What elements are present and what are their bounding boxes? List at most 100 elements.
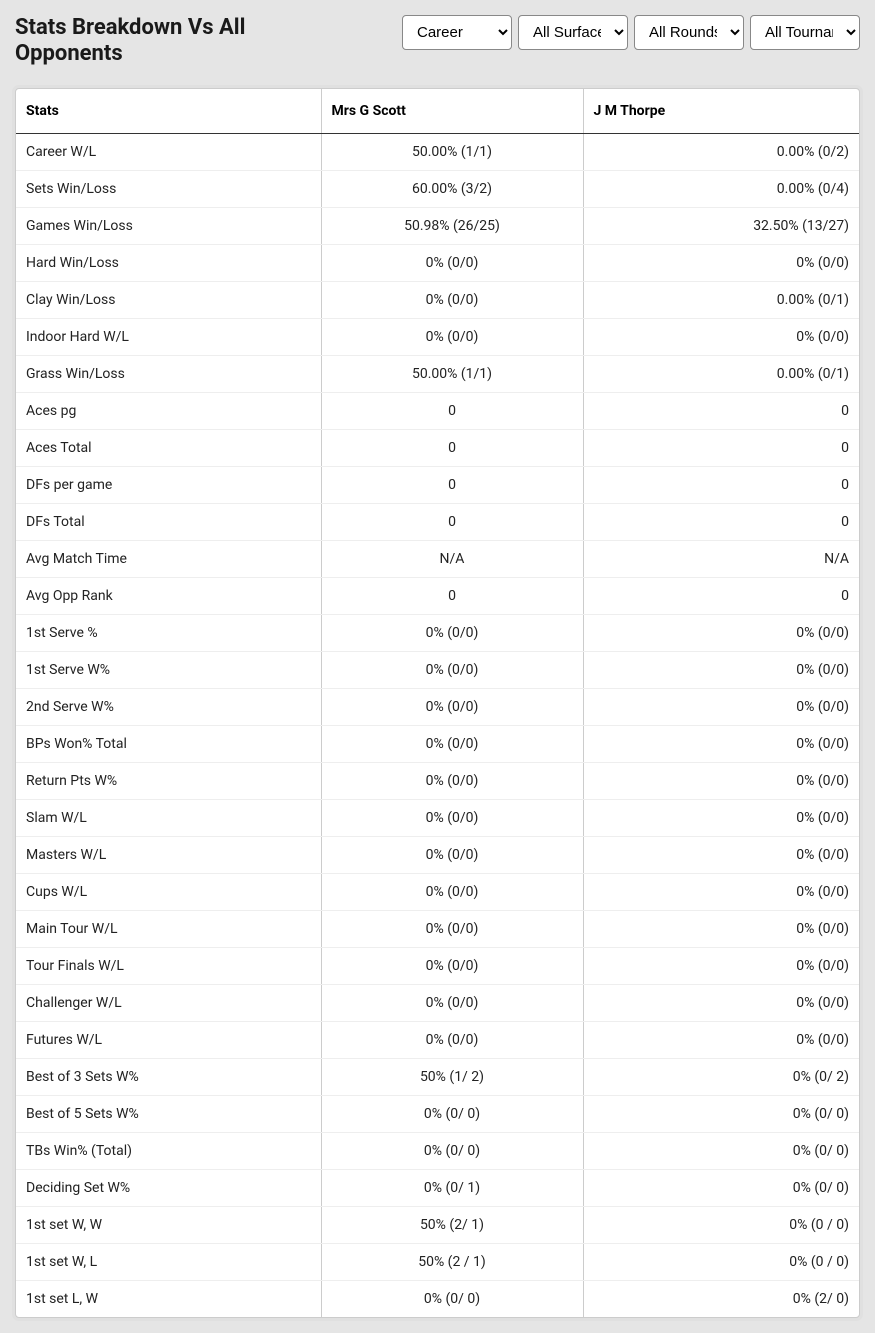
stat-value: 0% (0/0) xyxy=(321,762,583,799)
table-row: Cups W/L0% (0/0)0% (0/0) xyxy=(16,873,859,910)
filter-tournament[interactable]: All Tournaments xyxy=(750,15,860,50)
stat-value: 0% (0/ 0) xyxy=(583,1169,859,1206)
stat-value: 50.98% (26/25) xyxy=(321,207,583,244)
stat-value: 0% (0/ 0) xyxy=(583,1132,859,1169)
table-row: 1st Serve W%0% (0/0)0% (0/0) xyxy=(16,651,859,688)
stat-value: 50.00% (1/1) xyxy=(321,355,583,392)
table-row: Aces Total00 xyxy=(16,429,859,466)
stat-label: Challenger W/L xyxy=(16,984,321,1021)
table-row: Tour Finals W/L0% (0/0)0% (0/0) xyxy=(16,947,859,984)
stat-value: 0% (0/ 1) xyxy=(321,1169,583,1206)
stat-value: 0% (0/0) xyxy=(583,762,859,799)
stat-label: Best of 3 Sets W% xyxy=(16,1058,321,1095)
table-row: Deciding Set W%0% (0/ 1)0% (0/ 0) xyxy=(16,1169,859,1206)
table-row: 1st set W, L50% (2 / 1)0% (0 / 0) xyxy=(16,1243,859,1280)
table-row: Main Tour W/L0% (0/0)0% (0/0) xyxy=(16,910,859,947)
stat-label: Avg Opp Rank xyxy=(16,577,321,614)
stat-value: 0% (0/0) xyxy=(321,725,583,762)
stat-value: N/A xyxy=(583,540,859,577)
stat-value: 0% (0/0) xyxy=(583,725,859,762)
table-row: Clay Win/Loss0% (0/0)0.00% (0/1) xyxy=(16,281,859,318)
stat-label: Aces Total xyxy=(16,429,321,466)
stat-value: 0% (0/0) xyxy=(583,836,859,873)
stat-value: 0 xyxy=(583,466,859,503)
stat-value: 0% (0/ 0) xyxy=(321,1280,583,1317)
stat-value: 0% (0/0) xyxy=(321,873,583,910)
stat-label: Best of 5 Sets W% xyxy=(16,1095,321,1132)
table-row: 2nd Serve W%0% (0/0)0% (0/0) xyxy=(16,688,859,725)
table-row: Grass Win/Loss50.00% (1/1)0.00% (0/1) xyxy=(16,355,859,392)
table-row: Aces pg00 xyxy=(16,392,859,429)
stat-label: Grass Win/Loss xyxy=(16,355,321,392)
stat-value: 0% (0/0) xyxy=(321,836,583,873)
table-row: Hard Win/Loss0% (0/0)0% (0/0) xyxy=(16,244,859,281)
table-row: DFs per game00 xyxy=(16,466,859,503)
table-row: Indoor Hard W/L0% (0/0)0% (0/0) xyxy=(16,318,859,355)
table-row: DFs Total00 xyxy=(16,503,859,540)
column-header-stats: Stats xyxy=(16,89,321,134)
stat-value: 0 xyxy=(321,577,583,614)
stat-label: Cups W/L xyxy=(16,873,321,910)
stat-label: DFs per game xyxy=(16,466,321,503)
column-header-player2: J M Thorpe xyxy=(583,89,859,134)
filter-rounds[interactable]: All Rounds xyxy=(634,15,744,50)
stat-label: 1st Serve W% xyxy=(16,651,321,688)
stat-value: 0 xyxy=(583,429,859,466)
table-row: Futures W/L0% (0/0)0% (0/0) xyxy=(16,1021,859,1058)
stat-value: 0% (0/ 0) xyxy=(583,1095,859,1132)
filter-career[interactable]: Career xyxy=(402,15,512,50)
stat-label: DFs Total xyxy=(16,503,321,540)
table-row: Games Win/Loss50.98% (26/25)32.50% (13/2… xyxy=(16,207,859,244)
stat-value: 0% (0/0) xyxy=(583,651,859,688)
table-row: Best of 3 Sets W%50% (1/ 2)0% (0/ 2) xyxy=(16,1058,859,1095)
stat-label: Career W/L xyxy=(16,133,321,170)
stat-value: 0% (0/ 0) xyxy=(321,1095,583,1132)
stats-table: Stats Mrs G Scott J M Thorpe Career W/L5… xyxy=(16,89,859,1317)
stat-value: 0% (0/0) xyxy=(321,614,583,651)
table-row: Best of 5 Sets W%0% (0/ 0)0% (0/ 0) xyxy=(16,1095,859,1132)
stat-value: 0% (0/0) xyxy=(321,688,583,725)
stat-value: 0 xyxy=(321,466,583,503)
stat-value: 0% (0/0) xyxy=(321,244,583,281)
stat-label: Tour Finals W/L xyxy=(16,947,321,984)
stat-label: Futures W/L xyxy=(16,1021,321,1058)
table-row: 1st set W, W50% (2/ 1)0% (0 / 0) xyxy=(16,1206,859,1243)
stat-label: Masters W/L xyxy=(16,836,321,873)
page-title: Stats Breakdown Vs All Opponents xyxy=(15,15,315,68)
stat-value: 0 xyxy=(321,392,583,429)
stat-value: 0% (0/0) xyxy=(583,614,859,651)
table-row: Career W/L50.00% (1/1)0.00% (0/2) xyxy=(16,133,859,170)
table-header-row: Stats Mrs G Scott J M Thorpe xyxy=(16,89,859,134)
filter-surface[interactable]: All Surfaces xyxy=(518,15,628,50)
stat-value: 0% (0/0) xyxy=(321,799,583,836)
stats-table-wrapper: Stats Mrs G Scott J M Thorpe Career W/L5… xyxy=(15,88,860,1318)
stat-label: Hard Win/Loss xyxy=(16,244,321,281)
stat-value: 0 xyxy=(583,503,859,540)
stat-label: Aces pg xyxy=(16,392,321,429)
stat-value: 0% (0/0) xyxy=(583,910,859,947)
stat-label: 1st Serve % xyxy=(16,614,321,651)
stat-value: 0.00% (0/1) xyxy=(583,281,859,318)
stat-label: BPs Won% Total xyxy=(16,725,321,762)
column-header-player1: Mrs G Scott xyxy=(321,89,583,134)
stat-value: 0% (0/0) xyxy=(583,799,859,836)
stat-value: 0.00% (0/1) xyxy=(583,355,859,392)
stat-value: 0% (0/ 2) xyxy=(583,1058,859,1095)
stat-value: 0% (0/0) xyxy=(321,910,583,947)
stat-label: Sets Win/Loss xyxy=(16,170,321,207)
table-body: Career W/L50.00% (1/1)0.00% (0/2)Sets Wi… xyxy=(16,133,859,1317)
stat-value: 50% (2/ 1) xyxy=(321,1206,583,1243)
table-row: Sets Win/Loss60.00% (3/2)0.00% (0/4) xyxy=(16,170,859,207)
stat-value: 0% (0/0) xyxy=(583,688,859,725)
stat-value: 0.00% (0/2) xyxy=(583,133,859,170)
stat-value: 0 xyxy=(321,503,583,540)
table-row: 1st set L, W0% (0/ 0)0% (2/ 0) xyxy=(16,1280,859,1317)
stat-value: 0% (0/0) xyxy=(321,318,583,355)
table-row: TBs Win% (Total)0% (0/ 0)0% (0/ 0) xyxy=(16,1132,859,1169)
stat-label: Slam W/L xyxy=(16,799,321,836)
stat-label: 2nd Serve W% xyxy=(16,688,321,725)
stat-value: 0% (0/0) xyxy=(583,244,859,281)
stat-value: N/A xyxy=(321,540,583,577)
table-header: Stats Mrs G Scott J M Thorpe xyxy=(16,89,859,134)
stat-value: 0% (0/0) xyxy=(321,651,583,688)
